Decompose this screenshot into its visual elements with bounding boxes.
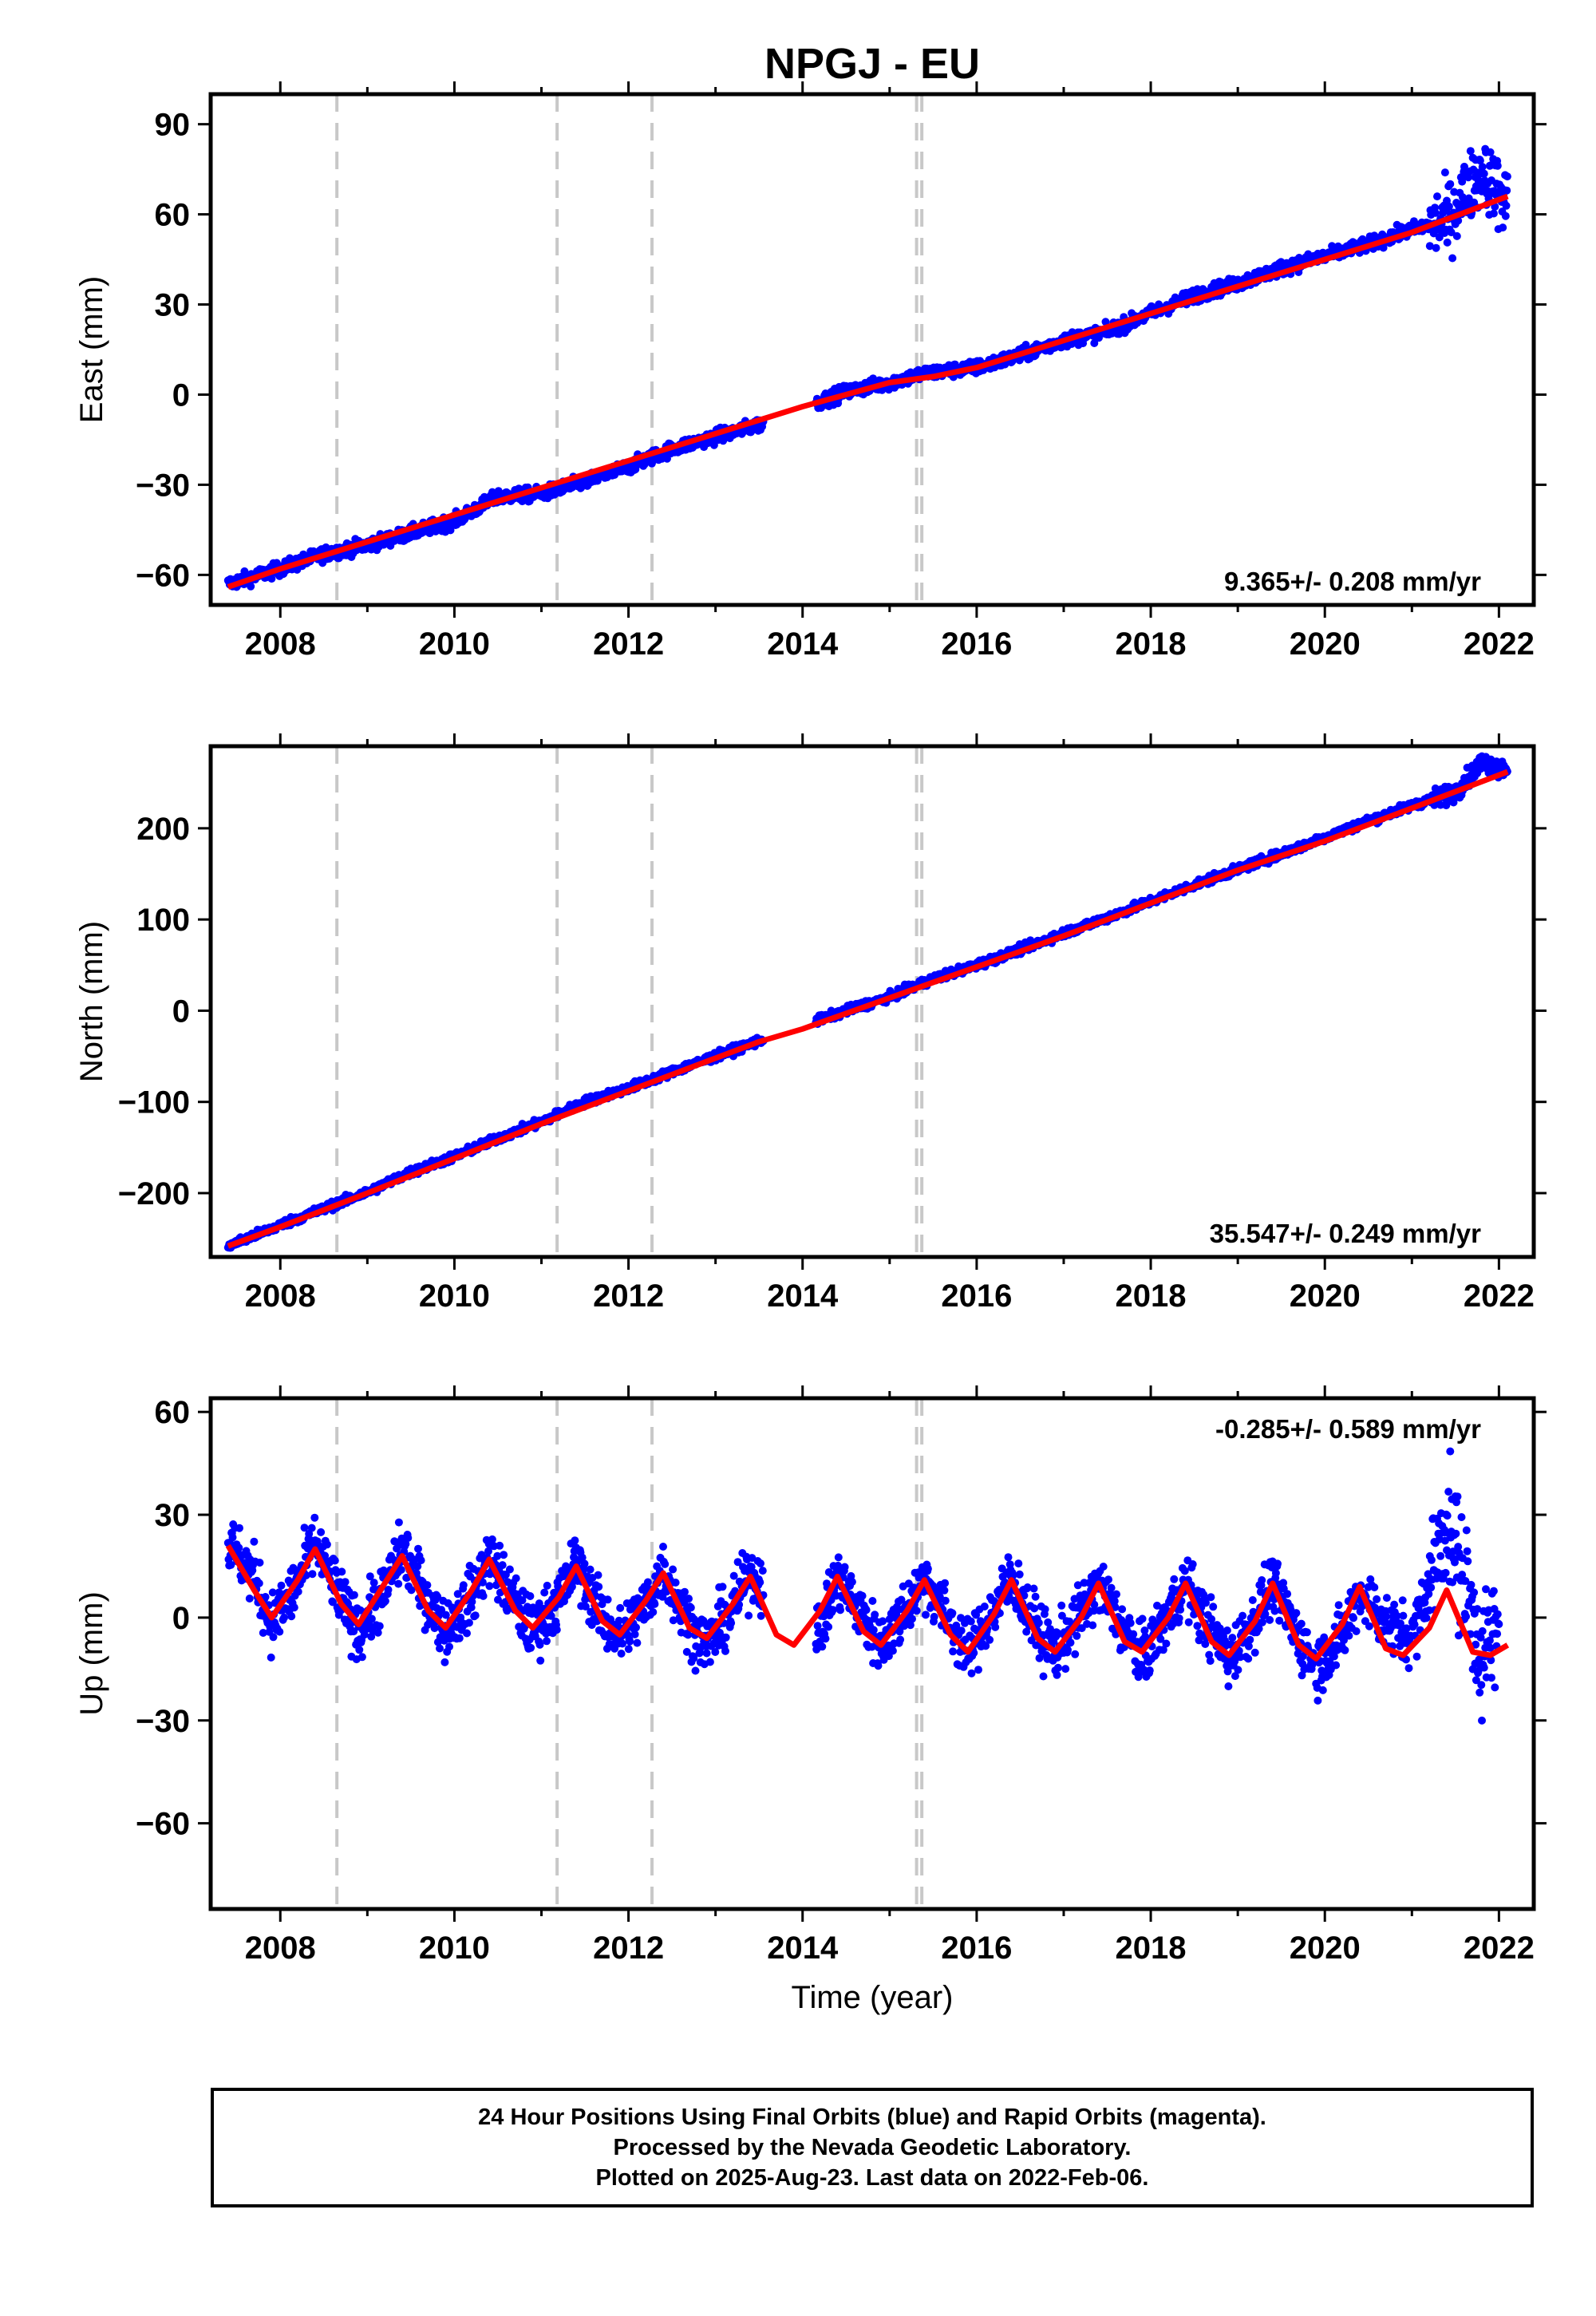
caption-line-2: Processed by the Nevada Geodetic Laborat…	[613, 2135, 1132, 2160]
caption-line-3: Plotted on 2025-Aug-23. Last data on 202…	[595, 2165, 1149, 2191]
y-tick-label: −30	[136, 468, 190, 503]
x-tick-label: 2012	[593, 626, 664, 662]
x-tick-label: 2014	[767, 626, 839, 662]
y-tick-label: 0	[172, 994, 190, 1029]
plot-frame-up	[208, 1396, 1536, 1911]
y-tick-label: 60	[155, 1395, 191, 1430]
x-tick-label: 2016	[941, 1931, 1012, 1966]
y-axis-label-north: North (mm)	[74, 921, 109, 1082]
x-tick-label: 2014	[767, 1931, 839, 1966]
y-tick-label: 30	[155, 288, 191, 323]
y-tick-label: −60	[136, 1807, 190, 1842]
model-fit-line-north	[227, 769, 1509, 1249]
y-tick-label: 100	[136, 903, 190, 938]
x-tick-label: 2010	[419, 1931, 490, 1966]
y-tick-label: −200	[118, 1176, 190, 1211]
x-tick-label: 2018	[1116, 626, 1187, 662]
x-tick-label: 2022	[1464, 626, 1535, 662]
x-tick-label: 2018	[1116, 1931, 1187, 1966]
y-tick-label: 0	[172, 377, 190, 413]
y-axis-label-up: Up (mm)	[74, 1591, 109, 1716]
y-tick-label: 90	[155, 108, 191, 143]
x-tick-label: 2014	[767, 1279, 839, 1314]
x-tick-label: 2010	[419, 1279, 490, 1314]
x-axis-label: Time (year)	[792, 1980, 954, 2015]
y-tick-label: 30	[155, 1498, 191, 1533]
caption-line-1: 24 Hour Positions Using Final Orbits (bl…	[478, 2105, 1266, 2130]
x-tick-label: 2008	[245, 626, 316, 662]
x-tick-label: 2008	[245, 1931, 316, 1966]
y-tick-label: 0	[172, 1601, 190, 1636]
plot-frame-north	[208, 744, 1536, 1259]
model-fit-line-east	[227, 193, 1509, 590]
x-tick-label: 2020	[1290, 626, 1361, 662]
y-axis-label-east: East (mm)	[74, 276, 109, 423]
rate-label-up: -0.285+/- 0.589 mm/yr	[1215, 1414, 1481, 1444]
x-tick-label: 2008	[245, 1279, 316, 1314]
caption-box: 24 Hour Positions Using Final Orbits (bl…	[211, 2088, 1534, 2207]
data-points-north	[223, 752, 1511, 1252]
x-tick-label: 2020	[1290, 1279, 1361, 1314]
x-tick-label: 2018	[1116, 1279, 1187, 1314]
plot-frame-east	[208, 92, 1536, 607]
x-tick-label: 2022	[1464, 1279, 1535, 1314]
model-fit-line-up	[225, 1543, 1510, 1662]
x-tick-label: 2020	[1290, 1931, 1361, 1966]
x-tick-label: 2012	[593, 1931, 664, 1966]
x-tick-label: 2022	[1464, 1931, 1535, 1966]
y-tick-label: −30	[136, 1704, 190, 1739]
panel-up: 2008 2010 2012 2014 2016 2018 2020 2022 −60 −30 0 3…	[74, 1385, 1547, 1966]
panel-north: 2008 2010 2012 2014 2016 2018 2020 2022 −200 −100…	[74, 733, 1547, 1314]
x-tick-label: 2010	[419, 626, 490, 662]
x-tick-label: 2012	[593, 1279, 664, 1314]
y-tick-label: −60	[136, 558, 190, 593]
y-tick-label: 200	[136, 812, 190, 847]
y-tick-label: 60	[155, 198, 191, 233]
chart-title: NPGJ - EU	[764, 40, 980, 88]
y-tick-label: −100	[118, 1085, 190, 1120]
rate-label-north: 35.547+/- 0.249 mm/yr	[1210, 1219, 1481, 1248]
panel-east: 2008 2010 2012 2014 2016 2018 2020 2022 −60 −30 0 3…	[74, 81, 1547, 662]
x-tick-label: 2016	[941, 1279, 1012, 1314]
rate-label-east: 9.365+/- 0.208 mm/yr	[1224, 567, 1481, 596]
x-tick-label: 2016	[941, 626, 1012, 662]
